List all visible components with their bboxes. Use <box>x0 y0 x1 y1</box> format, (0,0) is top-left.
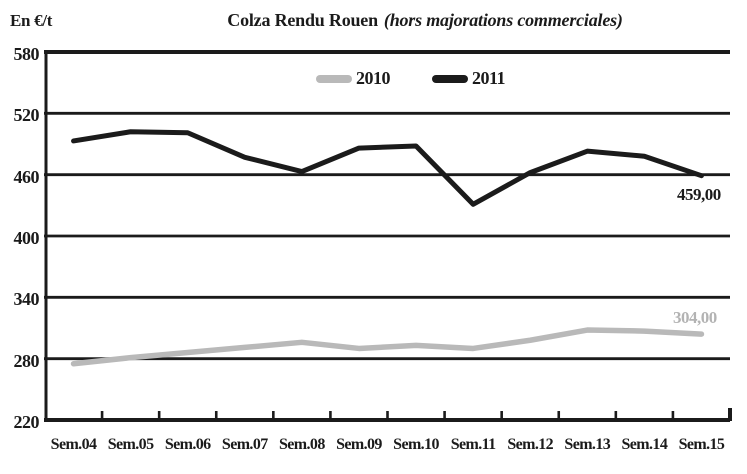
y-tick-label-220: 220 <box>13 412 40 432</box>
y-tick-label-340: 340 <box>13 289 40 310</box>
series-line-2011 <box>71 129 704 207</box>
legend-label-2011: 2011 <box>472 68 506 88</box>
x-tick-label-Sem-08: Sem.08 <box>279 436 325 453</box>
legend-label-2010: 2010 <box>356 68 391 88</box>
x-tick-label-Sem-06: Sem.06 <box>164 436 211 453</box>
chart-title: Colza Rendu Rouen (hors majorations comme… <box>227 10 623 31</box>
end-value-label-2011: 459,00 <box>677 185 721 204</box>
legend-item-2010: 2010 <box>316 68 391 89</box>
chart-title-main: Colza Rendu Rouen <box>227 10 378 30</box>
x-tick-label-Sem-13: Sem.13 <box>564 436 611 453</box>
y-tick-label-400: 400 <box>13 228 40 248</box>
legend-swatch-2011-icon <box>432 74 468 83</box>
x-tick-label-Sem-15: Sem.15 <box>678 436 725 453</box>
y-tick-label-460: 460 <box>13 166 40 187</box>
x-tick-label-Sem-10: Sem.10 <box>393 436 439 453</box>
legend: 2010 2011 <box>316 68 506 89</box>
y-tick-label-520: 520 <box>13 105 40 126</box>
y-tick-label-280: 280 <box>13 350 40 371</box>
series-line-2010 <box>70 327 705 367</box>
x-tick-label-Sem-11: Sem.11 <box>450 436 496 453</box>
legend-item-2011: 2011 <box>432 68 506 89</box>
y-axis-unit-label: En €/t <box>10 11 53 30</box>
x-tick-label-Sem-07: Sem.07 <box>221 436 268 453</box>
x-tick-label-Sem-09: Sem.09 <box>336 436 382 453</box>
x-tick-label-Sem-12: Sem.12 <box>507 436 554 453</box>
chart-title-note: (hors majorations commerciales) <box>383 10 623 30</box>
y-tick-label-580: 580 <box>13 44 40 64</box>
x-tick-label-Sem-14: Sem.14 <box>621 436 668 453</box>
end-value-label-2010: 304,00 <box>673 308 717 327</box>
x-tick-label-Sem-05: Sem.05 <box>107 436 154 453</box>
x-tick-label-Sem-04: Sem.04 <box>50 436 97 453</box>
legend-swatch-2010-icon <box>316 74 352 83</box>
